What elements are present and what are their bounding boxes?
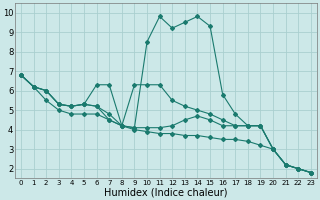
X-axis label: Humidex (Indice chaleur): Humidex (Indice chaleur): [104, 187, 228, 197]
